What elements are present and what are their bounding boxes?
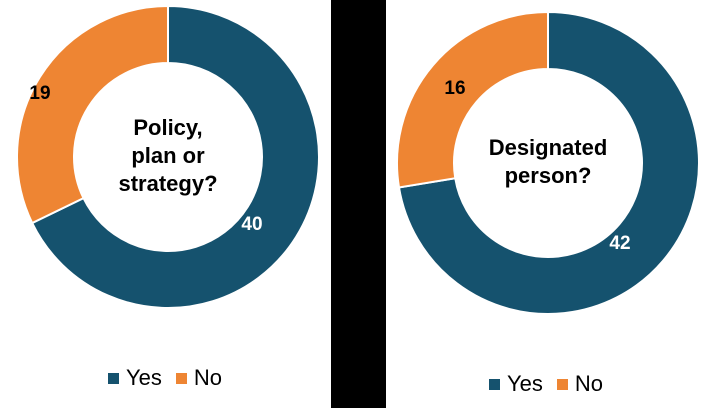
data-label-yes: 42 [609, 233, 630, 254]
legend-item-yes: Yes [108, 365, 162, 391]
center-text-line: Designated [489, 135, 608, 160]
donut-slice-yes [397, 10, 700, 315]
legend-swatch-yes [489, 378, 500, 390]
legend-item-no: No [556, 371, 604, 397]
donut-chart-designated: 42 16 Designated person? [396, 10, 700, 315]
legend-label-no: No [574, 371, 604, 396]
chart-legend: Yes No [108, 365, 236, 391]
legend-item-no: No [175, 365, 223, 391]
center-text-line: Policy, [133, 115, 202, 140]
center-text-line: plan or [131, 143, 205, 168]
chart-panel-designated: 42 16 Designated person? Yes No [386, 0, 707, 408]
legend-swatch-yes [108, 372, 119, 384]
donut-chart-policy: 40 19 Policy, plan or strategy? [16, 4, 320, 309]
data-label-yes: 40 [241, 214, 262, 235]
center-text-line: person? [505, 163, 592, 188]
legend-item-yes: Yes [489, 371, 543, 397]
legend-label-yes: Yes [126, 365, 162, 390]
legend-swatch-no [175, 372, 187, 384]
legend-label-no: No [193, 365, 223, 390]
donut-slice-no [396, 10, 549, 189]
data-label-no: 19 [29, 83, 50, 104]
center-text-line: strategy? [118, 171, 217, 196]
data-label-no: 16 [444, 78, 465, 99]
legend-label-yes: Yes [507, 371, 543, 396]
chart-panel-policy: 40 19 Policy, plan or strategy? Yes No [0, 0, 331, 408]
donut-slice-no [16, 4, 169, 225]
donut-slice-yes [30, 4, 320, 309]
legend-swatch-no [556, 378, 568, 390]
chart-legend: Yes No [489, 371, 617, 397]
